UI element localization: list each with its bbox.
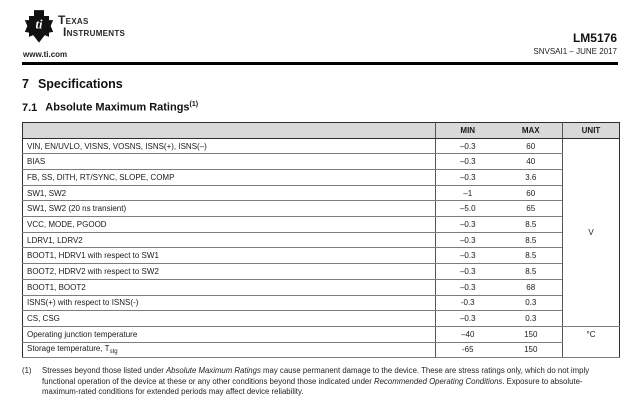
- page-header: ti Texas Instruments www.ti.com LM5176 S…: [0, 0, 640, 62]
- table-row: VCC, MODE, PGOOD –0.3 8.5: [22, 216, 620, 233]
- unit-header: UNIT: [562, 122, 620, 139]
- footnote-text: Stresses beyond those listed under Absol…: [42, 366, 618, 398]
- param-cell: CS, CSG: [22, 310, 436, 327]
- min-cell: –1: [435, 185, 500, 202]
- min-header: MIN: [435, 122, 500, 139]
- max-cell: 8.5: [499, 216, 563, 233]
- min-cell: -0.3: [435, 295, 500, 312]
- table-row: VIN, EN/UVLO, VISNS, VOSNS, ISNS(+), ISN…: [22, 138, 620, 327]
- param-cell: FB, SS, DITH, RT/SYNC, SLOPE, COMP: [22, 169, 436, 186]
- table-row: LDRV1, LDRV2 –0.3 8.5: [22, 232, 620, 249]
- param-cell: LDRV1, LDRV2: [22, 232, 436, 249]
- subsection-number: 7.1: [22, 101, 38, 114]
- footnote-label: (1): [22, 366, 32, 376]
- table-row: ISNS(+) with respect to ISNS(-) -0.3 0.3: [22, 295, 620, 312]
- min-cell: –0.3: [435, 279, 500, 296]
- footnote-italic2: Recommended Operating Conditions: [374, 376, 503, 386]
- max-cell: 8.5: [499, 263, 563, 280]
- table-row: CS, CSG –0.3 0.3: [22, 310, 620, 327]
- table-header-row: MIN MAX UNIT: [22, 122, 620, 139]
- max-cell: 0.3: [499, 295, 563, 312]
- param-cell: BIAS: [22, 153, 436, 171]
- section-number: 7: [22, 77, 29, 91]
- section-title: Specifications: [37, 77, 123, 91]
- max-cell: 8.5: [499, 247, 563, 265]
- min-cell: –0.3: [435, 232, 500, 249]
- param-cell: Operating junction temperature: [22, 326, 436, 343]
- subsection-heading: 7.1 Absolute Maximum Ratings(1): [22, 101, 618, 114]
- max-cell: 0.3: [499, 310, 563, 327]
- footnote-reference: (1): [189, 101, 199, 108]
- param-cell: BOOT1, BOOT2: [22, 279, 436, 296]
- min-cell: –0.3: [435, 247, 500, 265]
- param-cell: SW1, SW2 (20 ns transient): [22, 200, 436, 218]
- logo-instruments: Instruments: [63, 25, 126, 39]
- svg-text:ti: ti: [36, 18, 43, 32]
- max-cell: 68: [499, 279, 563, 296]
- param-cell: BOOT1, HDRV1 with respect to SW1: [22, 247, 436, 265]
- subsection-title: Absolute Maximum Ratings: [45, 101, 190, 114]
- table-row: BIAS –0.3 40: [22, 153, 620, 171]
- doc-code: SNVSAI1 – JUNE 2017: [533, 47, 617, 56]
- max-cell: 40: [499, 153, 563, 171]
- logo-texas: Texas: [58, 13, 89, 27]
- param-text: Storage temperature, T: [27, 344, 110, 354]
- min-cell: -65: [435, 342, 500, 359]
- min-cell: –0.3: [435, 216, 500, 233]
- min-cell: –0.3: [435, 310, 500, 327]
- page-content: 7 Specifications 7.1 Absolute Maximum Rati…: [22, 77, 620, 359]
- table-row: BOOT2, HDRV2 with respect to SW2 –0.3 8.…: [22, 263, 620, 280]
- table-row: BOOT1, BOOT2 –0.3 68: [22, 279, 620, 296]
- footnote-part1: Stresses beyond those listed under: [42, 366, 166, 376]
- max-cell: 60: [499, 138, 563, 155]
- min-cell: –5.0: [435, 200, 500, 218]
- footnote-italic1: Absolute Maximum Ratings: [165, 366, 261, 376]
- footnote-part2: may cause permanent damage to the device…: [42, 366, 590, 386]
- max-cell: 150: [499, 342, 563, 359]
- param-header: [22, 122, 436, 139]
- min-cell: –40: [435, 326, 500, 343]
- table-row: SW1, SW2 –1 60: [22, 185, 620, 202]
- max-cell: 150: [499, 326, 563, 343]
- min-cell: –0.3: [435, 263, 500, 280]
- table-row: BOOT1, HDRV1 with respect to SW1 –0.3 8.…: [22, 247, 620, 265]
- table-row: SW1, SW2 (20 ns transient) –5.0 65: [22, 200, 620, 218]
- param-cell: VCC, MODE, PGOOD: [22, 216, 436, 233]
- param-cell: BOOT2, HDRV2 with respect to SW2: [22, 263, 436, 280]
- param-cell: VIN, EN/UVLO, VISNS, VOSNS, ISNS(+), ISN…: [22, 138, 436, 155]
- ti-logo-text: Texas Instruments: [58, 14, 125, 38]
- table-row: FB, SS, DITH, RT/SYNC, SLOPE, COMP –0.3 …: [22, 169, 620, 186]
- max-header: MAX: [499, 122, 563, 139]
- max-cell: 60: [499, 185, 563, 202]
- section-heading: 7 Specifications: [22, 77, 618, 91]
- part-number: LM5176: [572, 31, 617, 45]
- param-cell: Storage temperature, Tstg: [22, 342, 436, 359]
- footnote-part3: . Exposure to absolute-maximum-rated con…: [42, 376, 583, 397]
- param-cell: SW1, SW2: [22, 185, 436, 202]
- website-url: www.ti.com: [23, 50, 68, 59]
- min-cell: –0.3: [435, 138, 500, 155]
- table-row: Storage temperature, Tstg -65 150: [22, 342, 620, 359]
- max-cell: 3.6: [499, 169, 563, 186]
- unit-cell-voltage: V: [562, 138, 620, 327]
- table-row: Operating junction temperature –40 150 °…: [22, 326, 620, 359]
- footnote: (1) Stresses beyond those listed under A…: [22, 366, 618, 398]
- max-cell: 8.5: [499, 232, 563, 249]
- header-rule: [22, 62, 618, 65]
- min-cell: –0.3: [435, 153, 500, 171]
- abs-max-ratings-table: MIN MAX UNIT VIN, EN/UVLO, VISNS, VOSNS,…: [22, 121, 620, 359]
- ti-bug-icon: ti: [24, 10, 54, 43]
- ti-logo: ti Texas Instruments: [24, 9, 125, 43]
- unit-cell-temperature: °C: [562, 326, 620, 359]
- min-cell: –0.3: [435, 169, 500, 186]
- max-cell: 65: [499, 200, 563, 218]
- param-subscript: stg: [109, 349, 118, 356]
- param-cell: ISNS(+) with respect to ISNS(-): [22, 295, 436, 312]
